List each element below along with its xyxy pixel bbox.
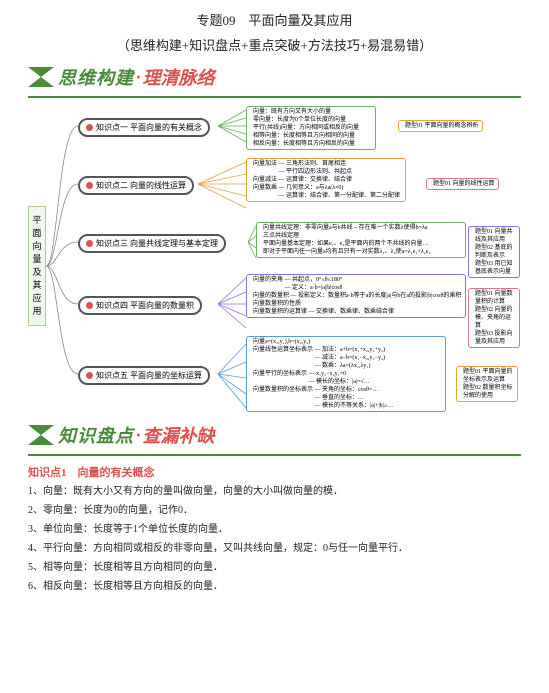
kp-1: 知识点一 平面向量的有关概念: [78, 118, 210, 137]
kp-3: 知识点三 向量共线定理与基本定理: [78, 234, 226, 253]
section-1-header: 思维构建 · 理清脉络: [28, 64, 521, 90]
kp1-detail: 向量：既有方向又有大小的量 零向量：长度为0个单位长度的向量 平行(共线)向量：…: [246, 106, 376, 150]
hourglass-icon-2: [28, 425, 54, 445]
kp-2-label: 知识点二 向量的线性运算: [96, 180, 186, 191]
list-item: 1、向量：既有大小又有方向的量叫做向量，向量的大小叫做向量的模．: [28, 485, 521, 499]
mindmap: 平面向量及其应用 知识点一 平面向量的有关概念 知识点二 向量的线性运算 知识点…: [28, 106, 521, 416]
section-1-main: 思维构建: [58, 64, 134, 90]
kp-3-label: 知识点三 向量共线定理与基本定理: [96, 238, 218, 249]
mindmap-root: 平面向量及其应用: [28, 206, 46, 326]
kp1-tag: 题型01 平面向量的概念辨析: [398, 120, 483, 132]
kp-5-label: 知识点五 平面向量的坐标运算: [96, 370, 202, 381]
kp4-detail: 向量的夹角 — 共起点，0°≤θ≤180° — 定义：a·b=|a||b|cos…: [246, 274, 466, 318]
kp-4: 知识点四 平面向量的数量积: [78, 296, 202, 315]
divider-2: [28, 454, 521, 456]
section-2-sep: ·: [136, 425, 141, 446]
kp5-detail: 向量a=(x₁,y₁),b=(x₂,y₂) 向量线性运算坐标表示 — 加法：a+…: [246, 336, 446, 412]
kp-1-label: 知识点一 平面向量的有关概念: [96, 122, 202, 133]
kp3-detail: 向量共线定理：非零向量a与b共线⇔存在唯一个实数λ使得b=λa 三点共线定理 平…: [256, 222, 466, 258]
list-item: 5、相等向量：长度相等且方向相同的向量．: [28, 561, 521, 575]
list-item: 3、单位向量：长度等于1个单位长度的向量．: [28, 523, 521, 537]
divider-1: [28, 96, 521, 98]
page-title-1: 专题09 平面向量及其应用: [28, 10, 521, 29]
kp3-tag: 题型01 向量共线及其应用 题型02 基底的判断及表示 题型03 用已知基底表示…: [468, 226, 520, 278]
kp-4-label: 知识点四 平面向量的数量积: [96, 300, 194, 311]
list-item: 2、零向量：长度为0的向量，记作0．: [28, 504, 521, 518]
hourglass-icon: [28, 67, 54, 87]
knowledge-pt-1: 知识点1 向量的有关概念: [28, 464, 521, 480]
section-2-main: 知识盘点: [58, 422, 134, 448]
list-item: 4、平行向量：方向相同或相反的非零向量，又叫共线向量，规定：0与任一向量平行．: [28, 542, 521, 556]
section-2-sub: 查漏补缺: [143, 422, 215, 448]
kp-5: 知识点五 平面向量的坐标运算: [78, 366, 210, 385]
kp-2: 知识点二 向量的线性运算: [78, 176, 194, 195]
section-2-header: 知识盘点 · 查漏补缺: [28, 422, 521, 448]
section-1-sep: ·: [136, 67, 141, 88]
kp2-tag: 题型01 向量的线性运算: [426, 178, 499, 190]
kp5-tag: 题型01 平面向量的坐标表示及运算 题型02 数量积坐标分解的使用: [456, 366, 518, 402]
kp4-tag: 题型01 向量数量积的计算 题型02 向量的模、夹角的运算 题型03 投影向量及…: [468, 288, 520, 348]
list-item: 6、相反向量：长度相等且方向相反的向量．: [28, 580, 521, 594]
page-title-2: （思维构建+知识盘点+重点突破+方法技巧+易混易错）: [28, 35, 521, 54]
kp2-detail: 向量加法 — 三角形法则、首尾相连 — 平行四边形法则、共起点 向量减法 — 运…: [246, 158, 406, 202]
section-1-sub: 理清脉络: [143, 64, 215, 90]
